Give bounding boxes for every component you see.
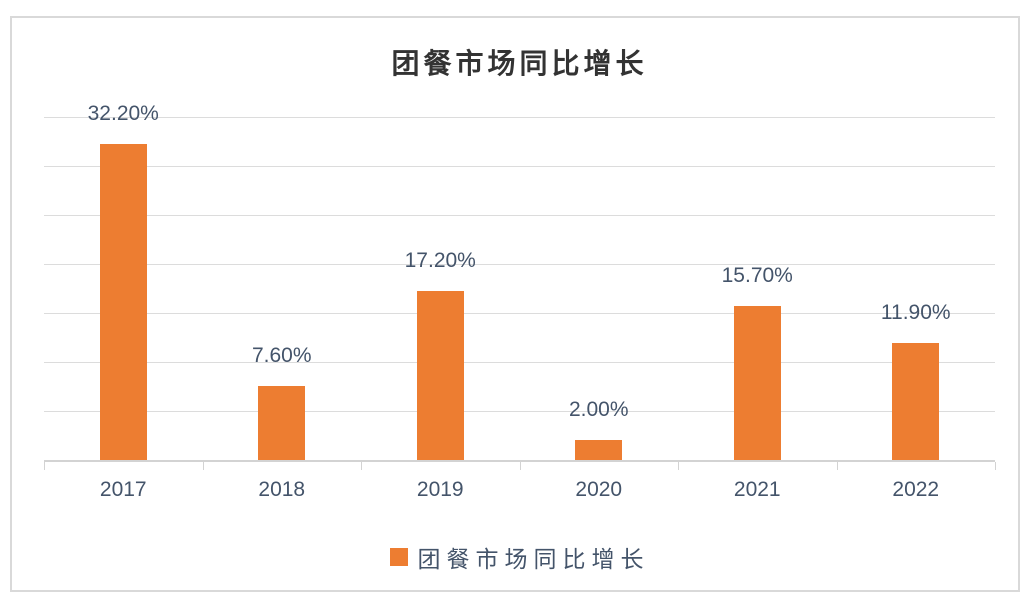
bar-2017: [99, 144, 147, 460]
x-axis-label-2017: 2017: [99, 478, 147, 501]
x-axis-label-2018: 2018: [258, 478, 306, 501]
chart-title: 团餐市场同比增长: [391, 48, 648, 79]
bar-2021: [733, 306, 781, 460]
data-label-2018: 7.60%: [251, 343, 312, 367]
gridline-30pct: [44, 166, 995, 167]
bar-2022: [892, 343, 940, 460]
data-label-2020: 2.00%: [568, 398, 629, 422]
chart-legend: 团餐市场同比增长: [44, 540, 995, 574]
data-label-2022: 11.90%: [880, 301, 951, 325]
gridline-15pct: [44, 313, 995, 314]
x-axis-label-2019: 2019: [416, 478, 464, 501]
x-axis-tick: [995, 462, 996, 470]
bar-2020: [575, 440, 623, 460]
x-axis-label-2022: 2022: [892, 478, 940, 501]
data-label-2021: 15.70%: [721, 264, 793, 288]
data-label-2017: 32.20%: [87, 102, 159, 126]
x-axis-tick: [837, 462, 838, 470]
x-axis-tick: [520, 462, 521, 470]
gridline-25pct: [44, 215, 995, 216]
x-axis-tick: [361, 462, 362, 470]
data-label-2019: 17.20%: [404, 249, 476, 273]
x-axis-label-2020: 2020: [575, 478, 623, 501]
x-axis-tick: [678, 462, 679, 470]
legend-swatch-icon: [389, 548, 408, 566]
gridline-20pct: [44, 264, 995, 265]
gridline-35pct: [44, 117, 995, 118]
bar-2019: [416, 291, 464, 460]
plot-area: 32.20% 2017 7.60% 2018 17.20% 2019 2.00% 2020 15…: [44, 102, 996, 501]
legend-label: 团餐市场同比增长: [417, 546, 650, 572]
bar-2018: [258, 385, 306, 460]
gridline-5pct: [44, 411, 995, 412]
x-axis-tick: [203, 462, 204, 470]
gridline-10pct: [44, 362, 995, 363]
x-axis-label-2021: 2021: [733, 478, 781, 501]
chart-frame: 团餐市场同比增长 32.20% 2017 7.60% 2018 17.20% 2019 2.…: [10, 16, 1020, 592]
x-axis-tick: [44, 462, 45, 470]
